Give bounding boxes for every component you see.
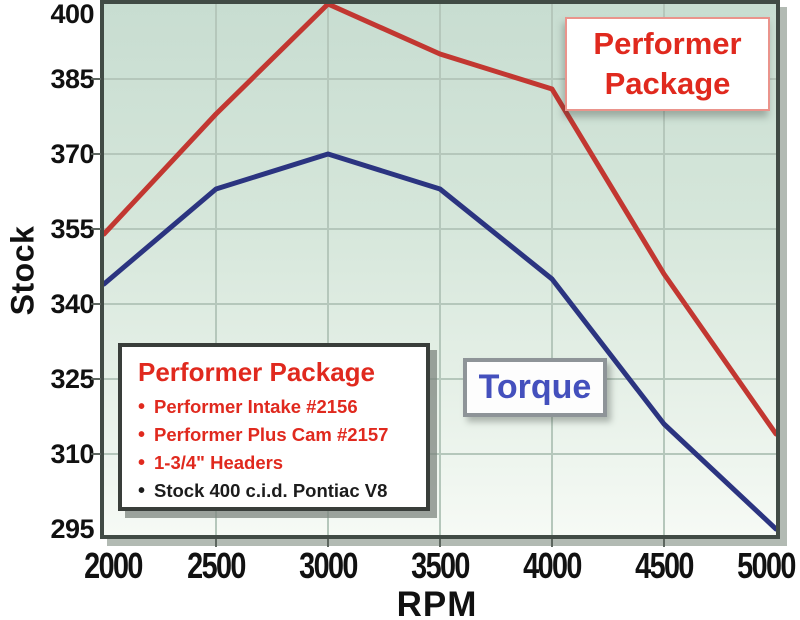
y-tick-label: 400 (50, 0, 94, 29)
y-tick-mark (91, 378, 101, 380)
legend-item-text: 1-3/4" Headers (154, 452, 284, 473)
performer-callout-line2: Package (604, 66, 731, 101)
stock-torque-curve (104, 151, 776, 532)
bullet-icon: • (138, 452, 146, 474)
y-tick-label: 325 (50, 364, 94, 394)
x-tick-label: 2500 (187, 545, 246, 586)
x-tick-label: 3000 (299, 545, 358, 586)
performer-package-callout: Performer Package (565, 17, 770, 111)
y-tick-label: 310 (50, 439, 94, 469)
performer-callout-line1: Performer (593, 26, 742, 61)
x-tick-mark (663, 539, 665, 547)
x-tick-label: 2000 (84, 545, 143, 586)
legend-item-text: Performer Plus Cam #2157 (154, 424, 389, 445)
bullet-icon: • (138, 480, 146, 502)
legend-box: Performer Package • Performer Intake #215… (118, 343, 430, 511)
x-tick-mark (215, 539, 217, 547)
x-tick-label: 4000 (523, 545, 582, 586)
y-tick-mark (91, 453, 101, 455)
y-tick-label: 355 (50, 214, 94, 244)
torque-label: Torque (463, 358, 607, 417)
x-tick-mark (551, 539, 553, 547)
bullet-icon: • (138, 424, 146, 446)
legend-items: • Performer Intake #2156 • Performer Plus C… (138, 393, 426, 505)
y-tick-label: 340 (50, 289, 94, 319)
x-tick-label: 3500 (411, 545, 470, 586)
legend-item: • 1-3/4" Headers (138, 449, 426, 477)
y-tick-mark (91, 78, 101, 80)
performer-package-curve (104, 4, 776, 437)
legend-item: • Performer Plus Cam #2157 (138, 421, 426, 449)
y-tick-mark (91, 153, 101, 155)
legend-item: • Performer Intake #2156 (138, 393, 426, 421)
legend-item-text: Performer Intake #2156 (154, 396, 358, 417)
x-tick-label: 5000 (737, 545, 796, 586)
y-tick-label: 385 (50, 64, 94, 94)
x-tick-mark (327, 539, 329, 547)
y-tick-label: 295 (50, 514, 94, 544)
x-tick-mark (439, 539, 441, 547)
x-axis-title: RPM (396, 585, 478, 620)
bullet-icon: • (138, 396, 146, 418)
y-tick-mark (91, 303, 101, 305)
y-tick-mark (91, 228, 101, 230)
legend-item-text: Stock 400 c.i.d. Pontiac V8 (154, 480, 388, 501)
legend-title: Performer Package (138, 357, 376, 387)
y-tick-label: 370 (50, 139, 94, 169)
legend-item: • Stock 400 c.i.d. Pontiac V8 (138, 477, 426, 505)
x-tick-label: 4500 (635, 545, 694, 586)
